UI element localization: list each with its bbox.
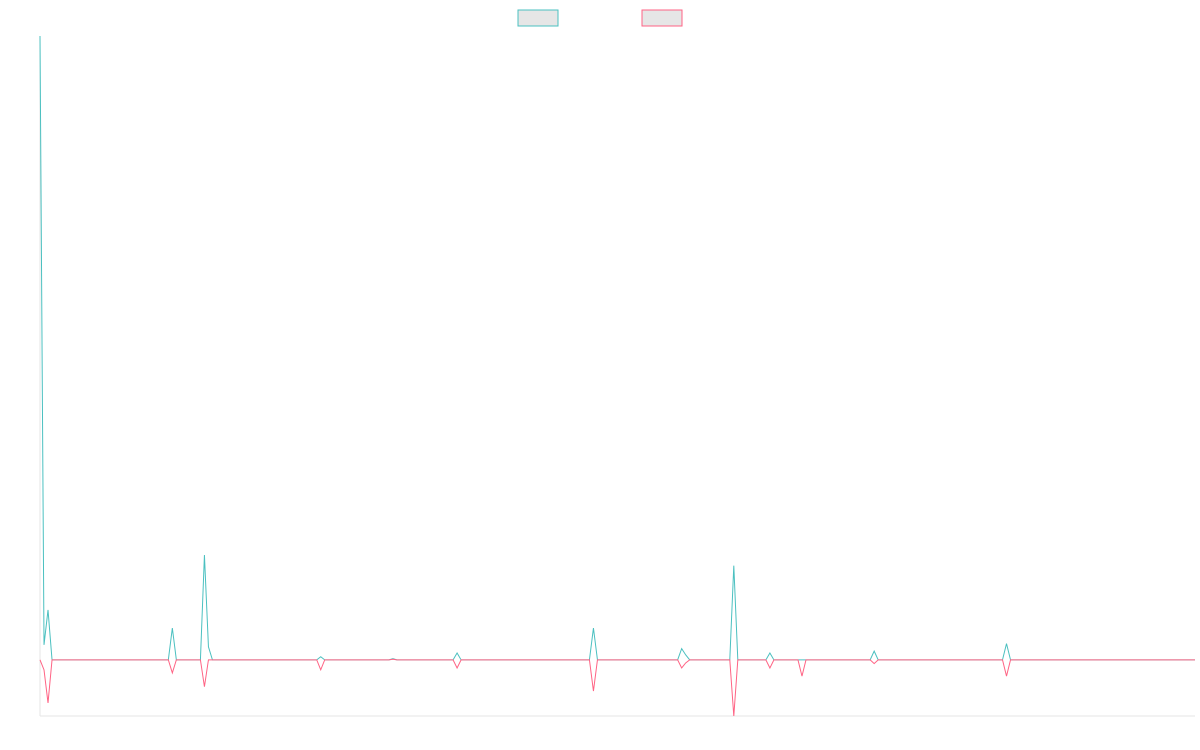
line <box>39 658 1195 717</box>
legend-swatch <box>641 9 683 27</box>
legend-swatch <box>517 9 559 27</box>
line <box>39 35 1195 661</box>
